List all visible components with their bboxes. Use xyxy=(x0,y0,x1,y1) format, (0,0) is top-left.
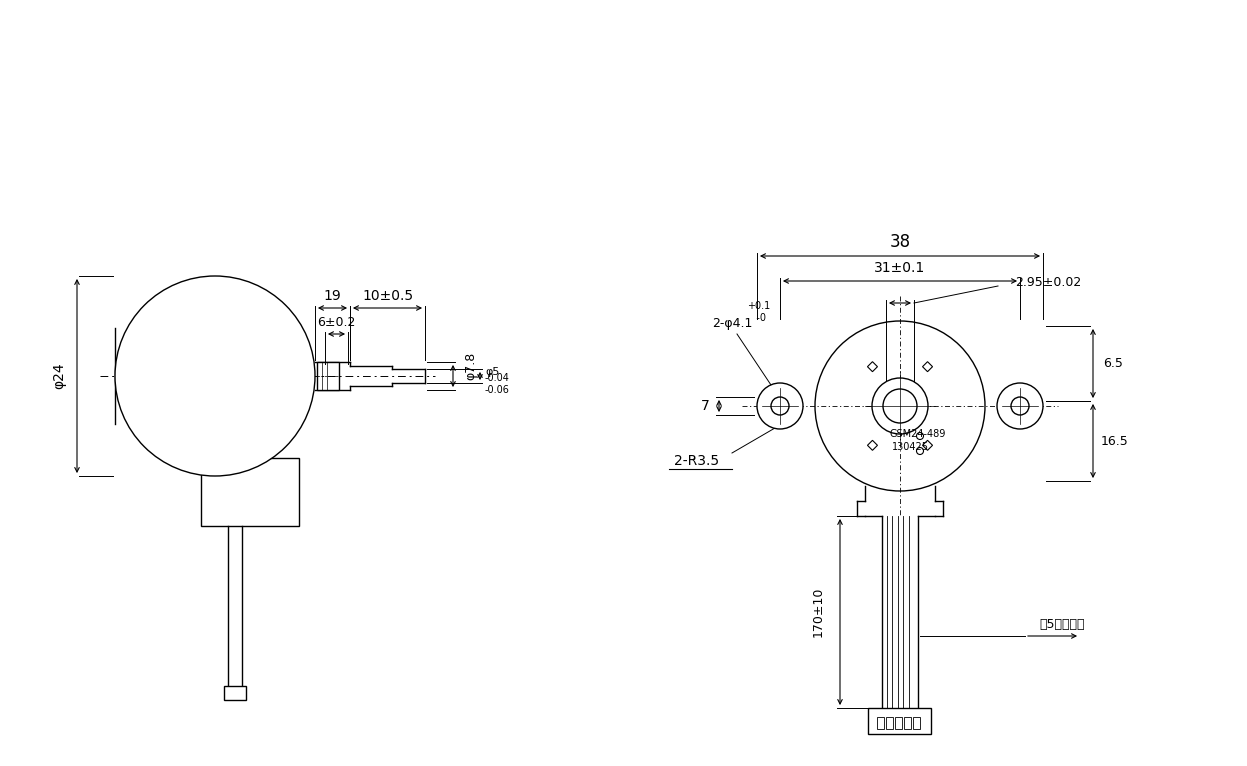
Polygon shape xyxy=(868,440,878,450)
Bar xyxy=(887,717,894,729)
Text: 10±0.5: 10±0.5 xyxy=(362,289,413,303)
Text: 38: 38 xyxy=(889,233,910,251)
Text: 2-φ4.1: 2-φ4.1 xyxy=(712,316,752,329)
Bar xyxy=(904,717,912,729)
Circle shape xyxy=(757,383,803,429)
Polygon shape xyxy=(923,440,933,450)
Text: -0.04
-0.06: -0.04 -0.06 xyxy=(485,373,510,394)
Bar xyxy=(224,686,246,700)
Text: 7: 7 xyxy=(701,399,710,413)
Polygon shape xyxy=(923,362,933,372)
Bar xyxy=(895,717,903,729)
Bar xyxy=(914,717,920,729)
Bar xyxy=(868,708,932,734)
Text: φ5: φ5 xyxy=(485,367,499,377)
Bar xyxy=(201,458,299,526)
Text: 2-R3.5: 2-R3.5 xyxy=(675,454,720,468)
Text: GSM24-489: GSM24-489 xyxy=(890,429,946,439)
Circle shape xyxy=(1011,397,1029,415)
Circle shape xyxy=(115,276,315,476)
Bar xyxy=(317,362,339,390)
Circle shape xyxy=(917,433,924,440)
Circle shape xyxy=(872,378,928,434)
Text: 16.5: 16.5 xyxy=(1101,434,1129,447)
Text: 6.5: 6.5 xyxy=(1104,357,1124,370)
Text: φ7.8: φ7.8 xyxy=(464,352,478,380)
Text: 桙5蓝红黄橙: 桙5蓝红黄橙 xyxy=(1039,617,1085,630)
Circle shape xyxy=(883,389,917,423)
Polygon shape xyxy=(868,362,878,372)
Bar xyxy=(878,717,884,729)
Text: 130425: 130425 xyxy=(892,442,929,452)
Text: φ24: φ24 xyxy=(52,362,66,389)
Circle shape xyxy=(917,447,924,454)
Text: 2.95±0.02: 2.95±0.02 xyxy=(1015,276,1081,289)
Text: 19: 19 xyxy=(324,289,342,303)
Circle shape xyxy=(998,383,1042,429)
Text: 6±0.2: 6±0.2 xyxy=(317,316,355,329)
Text: +0.1
   -0: +0.1 -0 xyxy=(747,301,771,322)
Text: 170±10: 170±10 xyxy=(812,587,824,637)
Text: 31±0.1: 31±0.1 xyxy=(874,261,925,275)
Bar xyxy=(873,711,928,731)
Circle shape xyxy=(771,397,789,415)
